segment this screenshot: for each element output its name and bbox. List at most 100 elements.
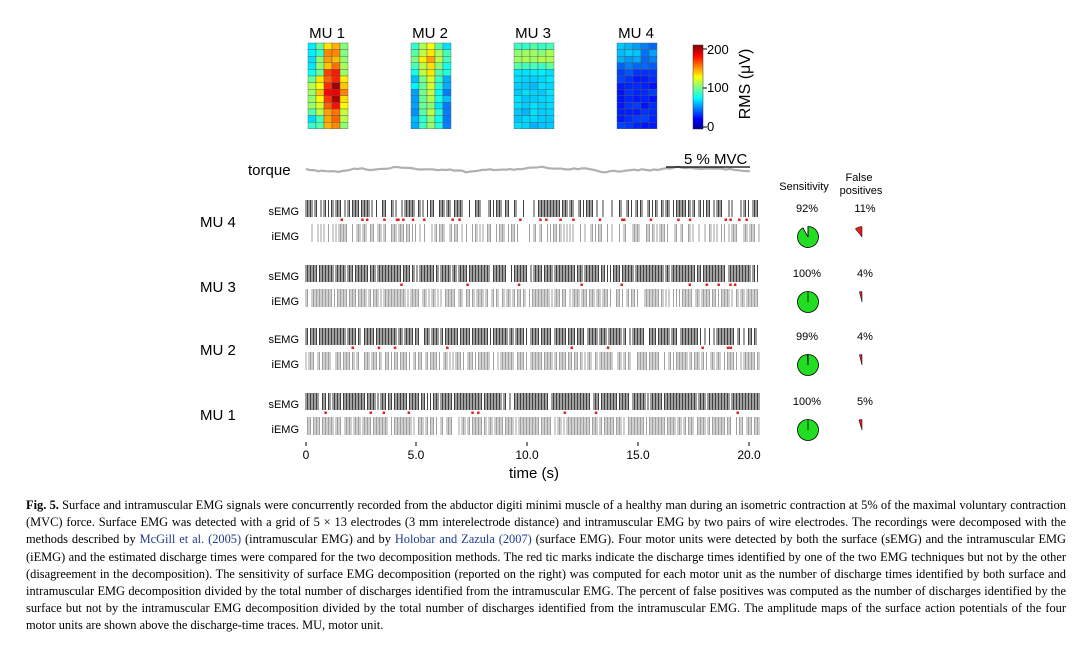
map-cell: [339, 115, 349, 123]
map-cell: [339, 42, 349, 50]
map-cell: [339, 82, 349, 90]
map-cell: [323, 75, 333, 83]
mismatch-marker: [649, 218, 653, 221]
mismatch-marker: [606, 346, 610, 349]
map-cell: [513, 108, 523, 116]
map-cell: [632, 49, 642, 57]
iemg-label: iEMG: [272, 296, 300, 308]
map-cell: [648, 56, 658, 64]
map-cell: [616, 102, 626, 110]
map-cell: [418, 102, 428, 110]
mismatch-marker: [726, 346, 730, 349]
mismatch-marker: [745, 218, 748, 221]
map-cell: [323, 56, 333, 64]
map-cell: [521, 75, 531, 83]
map-cell: [323, 115, 333, 123]
map-cell: [513, 49, 523, 57]
map-cell: [521, 69, 531, 77]
mu-row: MU 3 sEMG iEMG 100% 4%: [200, 265, 873, 313]
map-cell: [529, 75, 539, 83]
map-cell: [640, 108, 650, 116]
map-cell: [513, 82, 523, 90]
map-cell: [545, 88, 555, 96]
map-cell: [339, 49, 349, 57]
map-cell: [418, 108, 428, 116]
mismatch-marker: [701, 346, 704, 349]
map-cell: [323, 102, 333, 110]
map-cell: [434, 102, 444, 110]
map-cell: [426, 115, 436, 123]
map-cell: [426, 82, 436, 90]
map-cell: [632, 121, 642, 129]
false-positive-value: 11%: [854, 203, 875, 215]
mismatch-marker: [395, 218, 399, 221]
mismatch-marker: [736, 411, 739, 414]
map-cell: [640, 88, 650, 96]
map-cell: [418, 56, 428, 64]
map-cell: [521, 95, 531, 103]
map-cell: [537, 82, 547, 90]
mismatch-marker: [340, 218, 343, 221]
sensitivity-value: 100%: [793, 396, 821, 408]
map-cell: [513, 95, 523, 103]
map-cell: [442, 102, 452, 110]
map-cell: [640, 49, 650, 57]
map-cell: [537, 56, 547, 64]
map-cell: [315, 108, 325, 116]
map-cell: [339, 56, 349, 64]
map-cell: [410, 56, 420, 64]
map-cell: [410, 42, 420, 50]
map-cell: [537, 121, 547, 129]
reference-link[interactable]: McGill et al. (2005): [139, 532, 242, 547]
map-cell: [648, 121, 658, 129]
map-title: MU 3: [515, 25, 551, 42]
false-positive-wedge: [854, 226, 863, 238]
map-cell: [434, 82, 444, 90]
map-cell: [513, 88, 523, 96]
false-positive-wedge: [859, 354, 863, 366]
map-cell: [545, 62, 555, 70]
map-cell: [331, 49, 341, 57]
mismatch-marker: [729, 283, 732, 286]
map-cell: [521, 108, 531, 116]
map-cell: [418, 95, 428, 103]
map-cell: [307, 75, 317, 83]
map-cell: [307, 121, 317, 129]
map-cell: [434, 108, 444, 116]
map-cell: [624, 108, 634, 116]
map-cell: [624, 49, 634, 57]
mismatch-marker: [423, 218, 426, 221]
mismatch-marker: [382, 411, 386, 414]
reference-link[interactable]: Holobar and Zazula (2007): [394, 532, 532, 547]
map-cell: [418, 82, 428, 90]
map-cell: [434, 56, 444, 64]
mvc-label: 5 % MVC: [684, 151, 748, 168]
map-cell: [418, 121, 428, 129]
map-cell: [410, 108, 420, 116]
map-cell: [545, 95, 555, 103]
map-cell: [434, 42, 444, 50]
mismatch-marker: [594, 411, 598, 414]
mismatch-marker: [369, 411, 372, 414]
map-cell: [616, 42, 626, 50]
mismatch-marker: [572, 218, 575, 221]
map-cell: [315, 121, 325, 129]
mu-row: MU 2 sEMG iEMG 99% 4%: [200, 328, 873, 376]
map-cell: [331, 95, 341, 103]
map-title: MU 4: [618, 25, 654, 42]
mismatch-marker: [351, 346, 354, 349]
map-cell: [315, 56, 325, 64]
mismatch-marker: [539, 218, 542, 221]
map-cell: [315, 42, 325, 50]
map-cell: [331, 75, 341, 83]
map-cell: [323, 82, 333, 90]
map-cell: [315, 88, 325, 96]
map-cell: [640, 115, 650, 123]
mismatch-marker: [570, 346, 573, 349]
mismatch-marker: [361, 218, 364, 221]
map-cell: [315, 95, 325, 103]
map-cell: [307, 95, 317, 103]
mismatch-marker: [598, 218, 602, 221]
amplitude-map-mu4: [616, 42, 658, 129]
map-cell: [537, 108, 547, 116]
